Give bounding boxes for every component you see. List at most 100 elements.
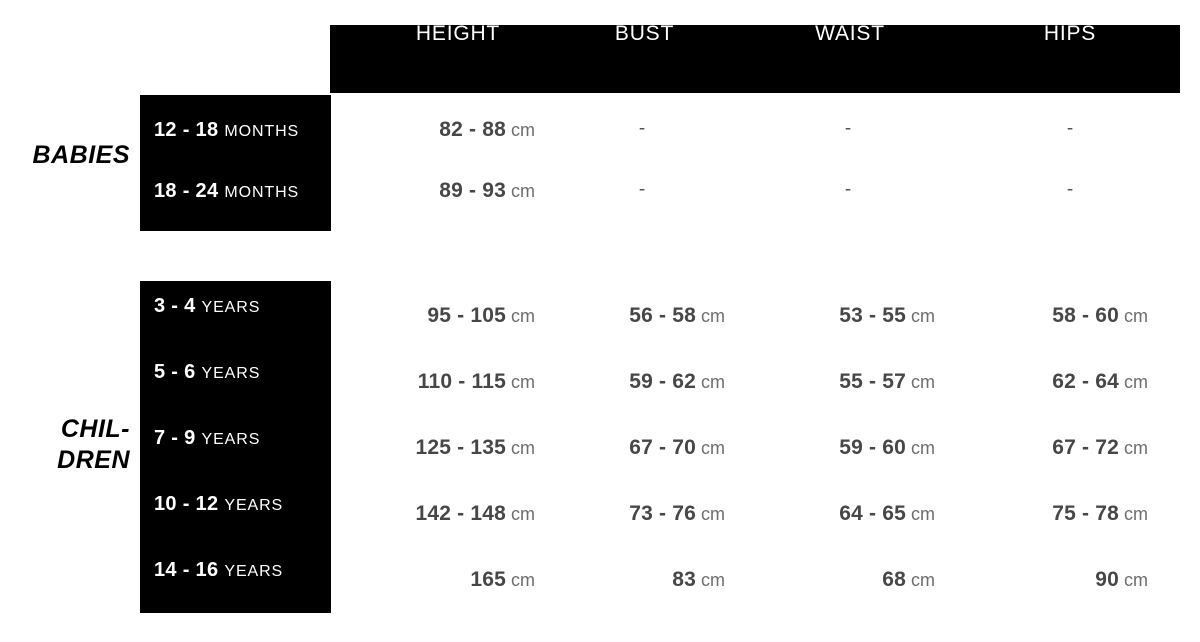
value-bust-children-4: 73 - 76 cm xyxy=(545,503,725,524)
value-height-children-2: 110 - 115 cm xyxy=(335,371,535,392)
value-number: 68 xyxy=(882,568,906,591)
age-unit-label: MONTHS xyxy=(224,184,300,201)
value-unit: cm xyxy=(701,438,725,458)
age-unit-label: YEARS xyxy=(201,431,261,448)
value-number: 67 - 72 xyxy=(1052,436,1119,459)
value-number: 125 - 135 xyxy=(415,436,506,459)
value-number: 83 xyxy=(672,568,696,591)
value-hips-children-3: 67 - 72 cm xyxy=(968,437,1148,458)
value-unit: cm xyxy=(511,504,535,524)
value-waist-children-2: 55 - 57 cm xyxy=(755,371,935,392)
value-number: 67 - 70 xyxy=(629,436,696,459)
value-unit: cm xyxy=(1124,570,1148,590)
value-bust-babies-2: - xyxy=(592,180,692,199)
value-unit: cm xyxy=(701,306,725,326)
value-unit: cm xyxy=(701,372,725,392)
column-header-waist: WAIST xyxy=(815,22,885,45)
value-number: - xyxy=(844,179,852,200)
age-row-3-4-years: 3 - 4 YEARS xyxy=(154,296,260,316)
value-number: - xyxy=(844,118,852,139)
value-waist-children-1: 53 - 55 cm xyxy=(755,305,935,326)
value-number: 95 - 105 xyxy=(427,304,506,327)
table-header-band xyxy=(330,25,1180,93)
value-number: 53 - 55 xyxy=(839,304,906,327)
age-range-label: 7 - 9 xyxy=(154,427,196,449)
column-header-hips: HIPS xyxy=(1043,22,1097,45)
value-hips-children-2: 62 - 64 cm xyxy=(968,371,1148,392)
value-waist-babies-1: - xyxy=(798,119,898,138)
value-bust-children-5: 83 cm xyxy=(545,569,725,590)
value-height-children-3: 125 - 135 cm xyxy=(335,437,535,458)
value-unit: cm xyxy=(1124,504,1148,524)
age-unit-label: YEARS xyxy=(224,563,284,580)
value-unit: cm xyxy=(511,570,535,590)
age-row-14-16-years: 14 - 16 YEARS xyxy=(154,560,283,580)
age-range-label: 10 - 12 xyxy=(154,493,219,515)
age-range-label: 14 - 16 xyxy=(154,559,219,581)
value-number: 64 - 65 xyxy=(839,502,906,525)
value-unit: cm xyxy=(511,438,535,458)
value-height-children-4: 142 - 148 cm xyxy=(335,503,535,524)
value-number: 55 - 57 xyxy=(839,370,906,393)
value-number: 90 xyxy=(1095,568,1119,591)
value-hips-children-1: 58 - 60 cm xyxy=(968,305,1148,326)
value-number: 59 - 62 xyxy=(629,370,696,393)
age-row-18-24-months: 18 - 24 MONTHS xyxy=(154,181,299,201)
value-bust-children-2: 59 - 62 cm xyxy=(545,371,725,392)
age-range-label: 12 - 18 xyxy=(154,119,219,141)
value-number: 58 - 60 xyxy=(1052,304,1119,327)
value-hips-children-5: 90 cm xyxy=(968,569,1148,590)
value-number: - xyxy=(638,179,646,200)
age-unit-label: YEARS xyxy=(201,365,261,382)
value-number: 59 - 60 xyxy=(839,436,906,459)
column-header-height: HEIGHT xyxy=(415,22,501,45)
value-unit: cm xyxy=(1124,306,1148,326)
age-row-5-6-years: 5 - 6 YEARS xyxy=(154,362,260,382)
age-range-label: 18 - 24 xyxy=(154,180,219,202)
value-number: 89 - 93 xyxy=(439,179,506,202)
value-number: 62 - 64 xyxy=(1052,370,1119,393)
value-number: 165 xyxy=(470,568,506,591)
value-height-children-1: 95 - 105 cm xyxy=(335,305,535,326)
value-bust-children-3: 67 - 70 cm xyxy=(545,437,725,458)
age-column-box-children xyxy=(140,281,331,613)
value-unit: cm xyxy=(511,306,535,326)
value-unit: cm xyxy=(701,504,725,524)
value-hips-babies-1: - xyxy=(1020,119,1120,138)
value-waist-children-4: 64 - 65 cm xyxy=(755,503,935,524)
age-range-label: 3 - 4 xyxy=(154,295,196,317)
value-number: 56 - 58 xyxy=(629,304,696,327)
age-range-label: 5 - 6 xyxy=(154,361,196,383)
group-label-babies: BABIES xyxy=(32,141,130,169)
value-unit: cm xyxy=(1124,372,1148,392)
column-header-bust: BUST xyxy=(614,22,675,45)
group-label-children: CHIL- DREN xyxy=(57,415,130,474)
value-number: 110 - 115 xyxy=(417,370,506,393)
value-waist-babies-2: - xyxy=(798,180,898,199)
value-height-babies-2: 89 - 93 cm xyxy=(335,180,535,201)
value-number: - xyxy=(1066,179,1074,200)
value-number: - xyxy=(1066,118,1074,139)
value-bust-babies-1: - xyxy=(592,119,692,138)
age-unit-label: MONTHS xyxy=(224,123,300,140)
age-column-box-babies xyxy=(140,95,331,231)
value-height-children-5: 165 cm xyxy=(335,569,535,590)
age-row-12-18-months: 12 - 18 MONTHS xyxy=(154,120,299,140)
age-unit-label: YEARS xyxy=(224,497,284,514)
value-unit: cm xyxy=(701,570,725,590)
value-hips-children-4: 75 - 78 cm xyxy=(968,503,1148,524)
value-waist-children-3: 59 - 60 cm xyxy=(755,437,935,458)
age-row-7-9-years: 7 - 9 YEARS xyxy=(154,428,260,448)
value-height-babies-1: 82 - 88 cm xyxy=(335,119,535,140)
age-unit-label: YEARS xyxy=(201,299,261,316)
value-unit: cm xyxy=(911,438,935,458)
value-unit: cm xyxy=(911,570,935,590)
value-unit: cm xyxy=(511,181,535,201)
value-number: 75 - 78 xyxy=(1052,502,1119,525)
value-number: 73 - 76 xyxy=(629,502,696,525)
value-unit: cm xyxy=(511,372,535,392)
age-row-10-12-years: 10 - 12 YEARS xyxy=(154,494,283,514)
value-bust-children-1: 56 - 58 cm xyxy=(545,305,725,326)
value-number: - xyxy=(638,118,646,139)
